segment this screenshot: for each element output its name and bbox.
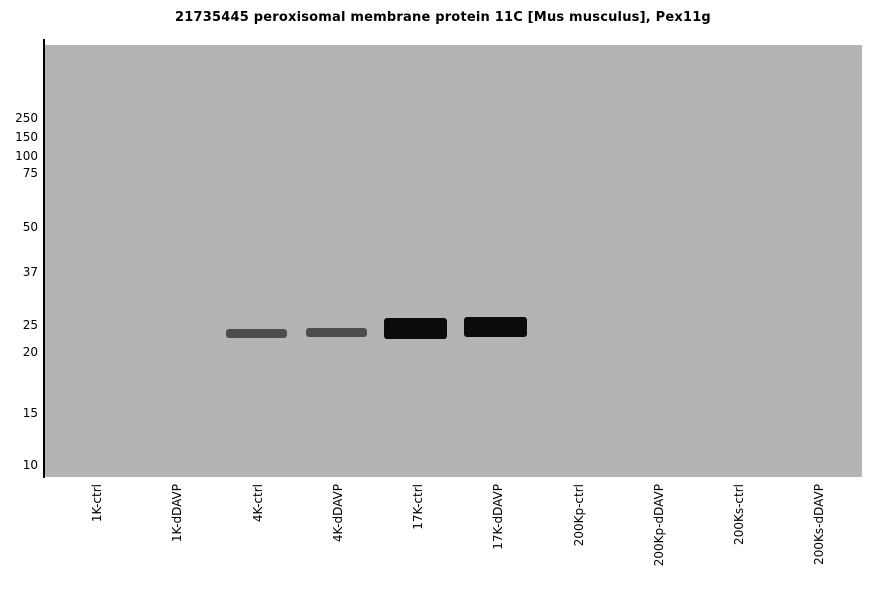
lane-label-17K-ctrl: 17K-ctrl xyxy=(411,484,425,530)
mw-marker-250: 250 xyxy=(15,111,38,125)
mw-marker-20: 20 xyxy=(22,345,38,359)
band-4K-ctrl xyxy=(226,329,287,338)
blot-plot-area xyxy=(45,45,862,477)
lane-label-200Kp-dDAVP: 200Kp-dDAVP xyxy=(652,484,666,567)
mw-marker-25: 25 xyxy=(22,318,38,332)
lane-label-4K-dDAVP: 4K-dDAVP xyxy=(331,484,345,543)
lane-label-200Ks-ctrl: 200Ks-ctrl xyxy=(732,484,746,545)
mw-marker-37: 37 xyxy=(22,265,38,279)
lane-label-200Kp-ctrl: 200Kp-ctrl xyxy=(572,484,586,547)
mw-marker-15: 15 xyxy=(22,406,38,420)
mw-marker-50: 50 xyxy=(22,220,38,234)
lane-label-200Ks-dDAVP: 200Ks-dDAVP xyxy=(812,484,826,565)
band-4K-dDAVP xyxy=(306,328,367,337)
mw-marker-10: 10 xyxy=(22,458,38,472)
mw-marker-100: 100 xyxy=(15,149,38,163)
figure-title: 21735445 peroxisomal membrane protein 11… xyxy=(175,10,711,25)
mw-marker-75: 75 xyxy=(22,166,38,180)
lane-label-4K-ctrl: 4K-ctrl xyxy=(251,484,265,523)
y-axis-line xyxy=(43,39,45,478)
lane-label-17K-dDAVP: 17K-dDAVP xyxy=(491,484,505,550)
lane-label-1K-ctrl: 1K-ctrl xyxy=(90,484,104,523)
lane-label-1K-dDAVP: 1K-dDAVP xyxy=(170,484,184,543)
band-17K-ctrl xyxy=(384,318,447,339)
mw-marker-150: 150 xyxy=(15,130,38,144)
band-17K-dDAVP xyxy=(464,317,527,337)
